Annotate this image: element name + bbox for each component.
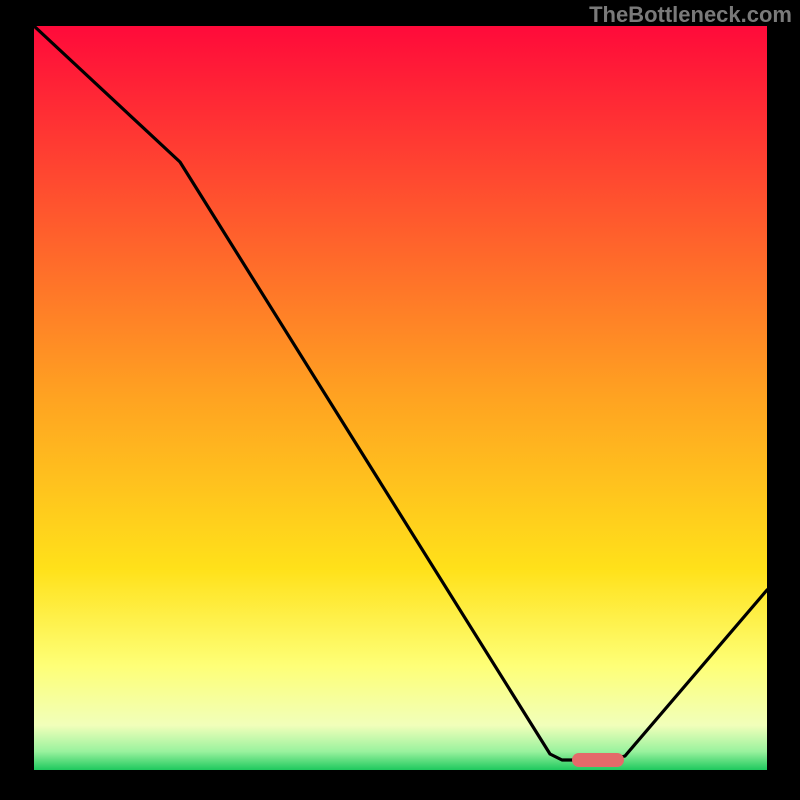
chart-container: TheBottleneck.com bbox=[0, 0, 800, 800]
curve-line bbox=[34, 26, 767, 760]
watermark-text: TheBottleneck.com bbox=[589, 2, 792, 28]
chart-overlay bbox=[0, 0, 800, 800]
marker-capsule bbox=[572, 753, 624, 767]
